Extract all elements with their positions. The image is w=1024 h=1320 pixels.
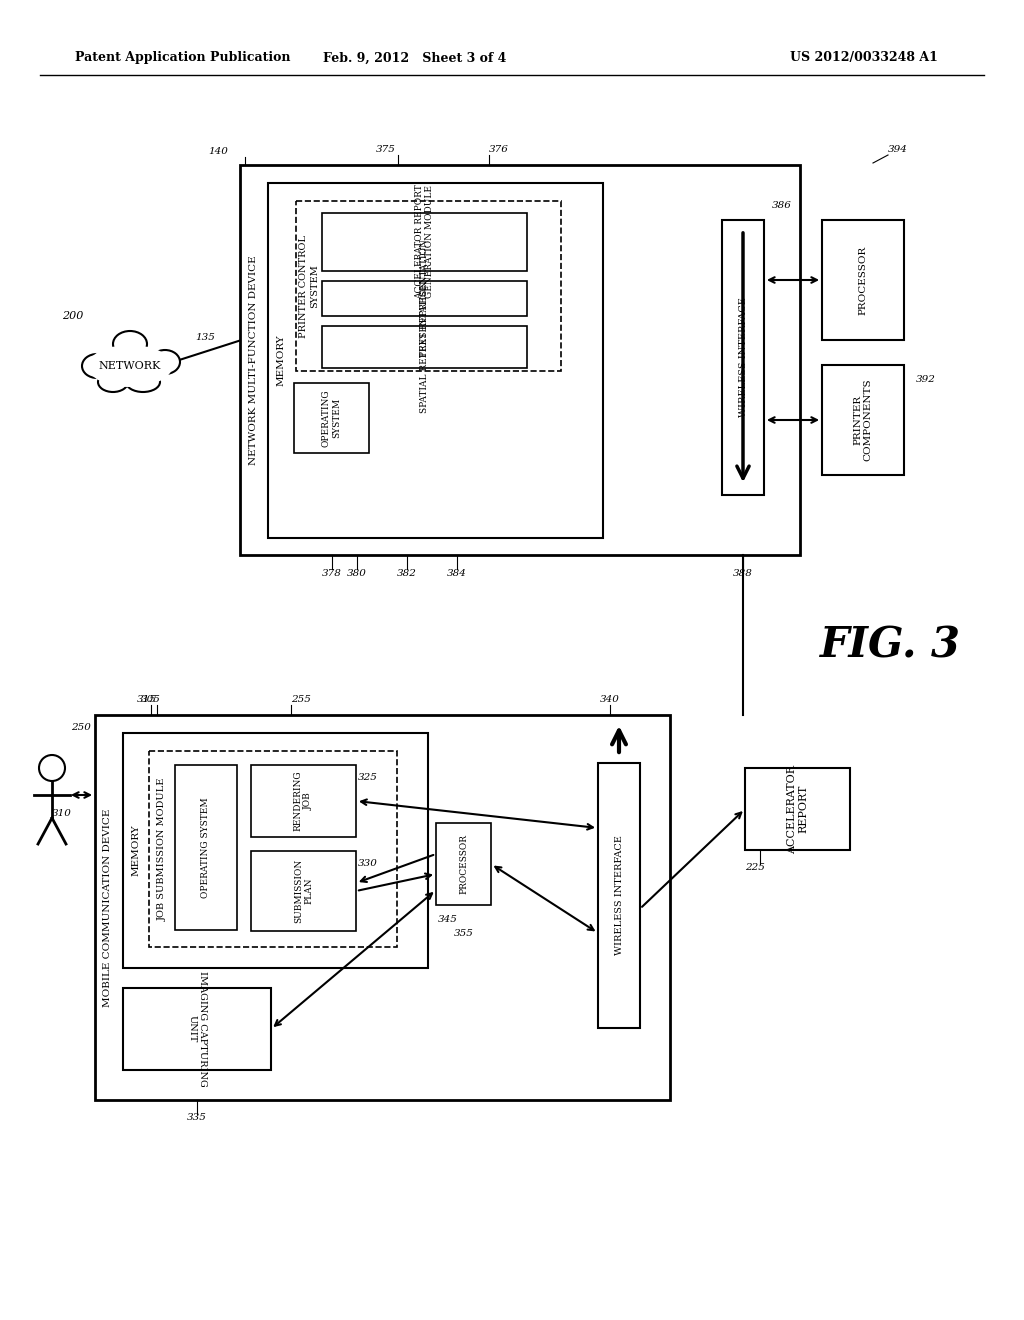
Text: WIRELESS INTERFACE: WIRELESS INTERFACE: [614, 836, 624, 956]
Text: 375: 375: [376, 145, 395, 154]
FancyBboxPatch shape: [268, 183, 603, 539]
Text: 376: 376: [488, 145, 509, 154]
FancyBboxPatch shape: [436, 822, 490, 906]
FancyBboxPatch shape: [322, 281, 527, 315]
Text: MEMORY: MEMORY: [131, 825, 140, 876]
Text: PROCESSOR: PROCESSOR: [459, 834, 468, 894]
Text: Feb. 9, 2012   Sheet 3 of 4: Feb. 9, 2012 Sheet 3 of 4: [324, 51, 507, 65]
Text: Patent Application Publication: Patent Application Publication: [75, 51, 291, 65]
Text: TEXT REPRESENTATION: TEXT REPRESENTATION: [420, 240, 429, 358]
FancyBboxPatch shape: [822, 366, 904, 475]
Text: MEMORY: MEMORY: [276, 335, 286, 387]
Text: 255: 255: [291, 696, 311, 705]
Text: 135: 135: [195, 334, 215, 342]
Text: PRINTER CONTROL
SYSTEM: PRINTER CONTROL SYSTEM: [299, 235, 318, 338]
Text: 378: 378: [322, 569, 341, 578]
FancyBboxPatch shape: [240, 165, 800, 554]
FancyBboxPatch shape: [598, 763, 640, 1028]
Text: 335: 335: [187, 1114, 207, 1122]
Text: ACCELERATOR REPORT
GENERATION MODULE: ACCELERATOR REPORT GENERATION MODULE: [415, 185, 434, 300]
Text: OPERATING
SYSTEM: OPERATING SYSTEM: [322, 389, 341, 446]
Text: 225: 225: [745, 863, 765, 873]
FancyBboxPatch shape: [745, 768, 850, 850]
Text: JOB SUBMISSION MODULE: JOB SUBMISSION MODULE: [158, 777, 167, 920]
FancyBboxPatch shape: [822, 220, 904, 341]
Text: SPATIAL REPRESENTATION: SPATIAL REPRESENTATION: [420, 281, 429, 413]
FancyBboxPatch shape: [322, 326, 527, 368]
Text: 340: 340: [600, 696, 620, 705]
Text: 388: 388: [733, 569, 753, 578]
Text: 305: 305: [141, 696, 161, 705]
Ellipse shape: [87, 345, 172, 387]
Ellipse shape: [98, 372, 128, 392]
Ellipse shape: [82, 354, 112, 378]
FancyBboxPatch shape: [123, 987, 271, 1071]
Text: 250: 250: [71, 722, 91, 731]
FancyBboxPatch shape: [296, 201, 561, 371]
Text: 392: 392: [916, 375, 936, 384]
FancyBboxPatch shape: [294, 383, 369, 453]
Text: OPERATING SYSTEM: OPERATING SYSTEM: [202, 797, 211, 898]
Text: US 2012/0033248 A1: US 2012/0033248 A1: [790, 51, 938, 65]
Text: 330: 330: [358, 858, 378, 867]
Text: NETWORK: NETWORK: [98, 360, 161, 371]
Text: 325: 325: [358, 772, 378, 781]
Text: ACCELERATOR
REPORT: ACCELERATOR REPORT: [786, 764, 808, 854]
FancyBboxPatch shape: [722, 220, 764, 495]
FancyBboxPatch shape: [251, 766, 356, 837]
Text: RENDERING
JOB: RENDERING JOB: [294, 771, 313, 832]
Text: 386: 386: [772, 202, 792, 210]
Text: 345: 345: [438, 915, 458, 924]
Text: 315: 315: [137, 696, 157, 705]
Text: PROCESSOR: PROCESSOR: [858, 246, 867, 314]
Ellipse shape: [150, 350, 180, 374]
FancyBboxPatch shape: [175, 766, 237, 931]
FancyBboxPatch shape: [95, 715, 670, 1100]
Text: 384: 384: [447, 569, 467, 578]
Ellipse shape: [126, 372, 160, 392]
Text: PRINTER
COMPONENTS: PRINTER COMPONENTS: [853, 379, 872, 461]
FancyBboxPatch shape: [322, 213, 527, 271]
Text: NETWORK MULTI-FUNCTION DEVICE: NETWORK MULTI-FUNCTION DEVICE: [249, 255, 257, 465]
Ellipse shape: [113, 331, 147, 356]
FancyBboxPatch shape: [150, 751, 397, 946]
Text: FIG. 3: FIG. 3: [820, 624, 961, 667]
Text: 380: 380: [347, 569, 367, 578]
FancyBboxPatch shape: [123, 733, 428, 968]
Text: WIRELESS INTERFACE: WIRELESS INTERFACE: [738, 297, 748, 417]
Text: MOBILE COMMUNICATION DEVICE: MOBILE COMMUNICATION DEVICE: [103, 808, 113, 1007]
Text: 355: 355: [454, 928, 474, 937]
FancyBboxPatch shape: [251, 851, 356, 931]
Circle shape: [39, 755, 65, 781]
Text: 394: 394: [888, 145, 908, 154]
Text: 140: 140: [208, 147, 228, 156]
Text: IMAGING CAPTURING
UNIT: IMAGING CAPTURING UNIT: [187, 972, 207, 1086]
Text: SUBMISSION
PLAN: SUBMISSION PLAN: [294, 859, 313, 923]
Text: 382: 382: [397, 569, 417, 578]
Text: 310: 310: [52, 809, 72, 818]
Text: 200: 200: [62, 312, 84, 321]
